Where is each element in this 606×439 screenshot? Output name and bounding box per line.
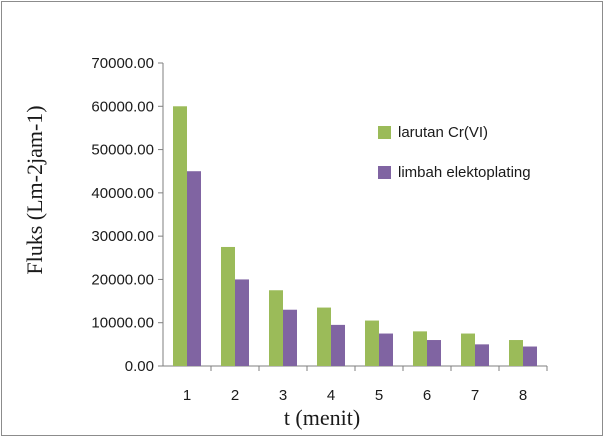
- y-tick-label: 60000.00: [91, 98, 154, 115]
- y-tick-label: 50000.00: [91, 142, 154, 159]
- bar-limbah-6: [427, 340, 441, 366]
- y-tick-label: 70000.00: [91, 55, 154, 72]
- x-tick-label: 5: [375, 387, 383, 404]
- bar-limbah-3: [283, 309, 297, 366]
- bar-larutan-6: [413, 331, 427, 366]
- x-tick-label: 7: [471, 387, 479, 404]
- bar-larutan-4: [317, 307, 331, 366]
- y-tick-label: 40000.00: [91, 185, 154, 202]
- x-tick-label: 1: [183, 387, 191, 404]
- x-tick-labels: 1 2 3 4 5 6 7 8: [183, 387, 527, 404]
- bar-larutan-2: [221, 246, 235, 366]
- x-tick-label: 2: [231, 387, 239, 404]
- legend-label: limbah elektoplating: [398, 164, 531, 181]
- bars: [173, 106, 537, 367]
- y-tick-labels: 0.00 10000.00 20000.00 30000.00 40000.00 5000…: [91, 55, 154, 375]
- bar-limbah-8: [523, 346, 537, 366]
- bar-larutan-8: [509, 340, 523, 366]
- bar-limbah-1: [187, 171, 201, 366]
- x-tick-label: 6: [423, 387, 431, 404]
- y-axis-title: Fluks (Lm-2jam-1): [22, 105, 47, 274]
- bar-limbah-2: [235, 279, 249, 366]
- bar-larutan-1: [173, 106, 187, 367]
- x-tick-label: 4: [327, 387, 335, 404]
- legend: larutan Cr(VI) limbah elektoplating: [378, 124, 531, 181]
- axes: [158, 62, 548, 371]
- bar-larutan-5: [365, 320, 379, 366]
- bar-limbah-5: [379, 333, 393, 366]
- x-tick-label: 3: [279, 387, 287, 404]
- y-tick-label: 20000.00: [91, 271, 154, 288]
- y-tick-label: 10000.00: [91, 315, 154, 332]
- bar-larutan-3: [269, 290, 283, 366]
- bar-larutan-7: [461, 333, 475, 366]
- bar-limbah-4: [331, 324, 345, 366]
- y-tick-label: 30000.00: [91, 228, 154, 245]
- bar-limbah-7: [475, 344, 489, 366]
- x-tick-label: 8: [519, 387, 527, 404]
- legend-swatch: [378, 126, 391, 139]
- y-tick-label: 0.00: [125, 358, 154, 375]
- x-axis-title: t (menit): [284, 405, 360, 430]
- legend-swatch: [378, 166, 391, 179]
- legend-label: larutan Cr(VI): [398, 124, 488, 141]
